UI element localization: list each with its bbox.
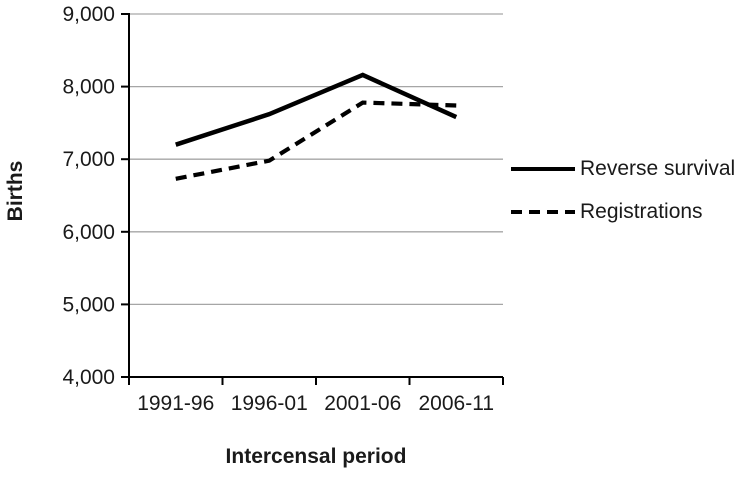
y-axis-title: Births — [4, 160, 27, 222]
x-tick-label: 1991-96 — [137, 392, 214, 415]
series-line-reverse-survival — [175, 72, 458, 147]
x-tick-label: 2006-11 — [418, 392, 494, 415]
y-tick-label: 6,000 — [62, 221, 115, 244]
x-tick-label: 1996-01 — [231, 392, 308, 415]
legend-label-reverse-survival: Reverse survival — [580, 156, 736, 180]
y-tick-label: 7,000 — [62, 148, 115, 171]
legend: Reverse survival Registrations — [511, 155, 735, 225]
y-tick-label: 9,000 — [62, 3, 115, 26]
legend-item-reverse-survival: Reverse survival — [511, 155, 735, 182]
y-tick-label: 8,000 — [62, 76, 115, 99]
x-tick-label: 2001-06 — [324, 392, 401, 415]
dashed-line-swatch — [511, 209, 575, 214]
solid-line-swatch — [511, 166, 575, 171]
x-axis-title: Intercensal period — [225, 445, 407, 468]
legend-item-registrations: Registrations — [511, 198, 735, 225]
series-line-registrations — [175, 100, 457, 181]
legend-label-registrations: Registrations — [580, 199, 703, 223]
y-tick-label: 4,000 — [62, 366, 115, 389]
y-tick-label: 5,000 — [62, 293, 115, 316]
